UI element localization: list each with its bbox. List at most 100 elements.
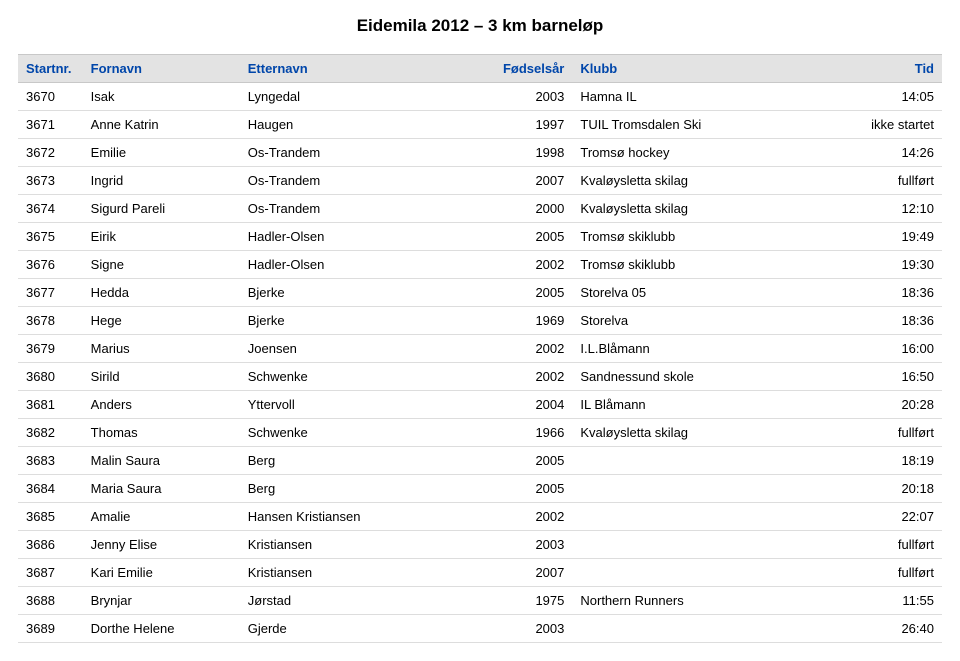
cell-fornavn: Kari Emilie [83,559,240,587]
cell-tid: 16:00 [822,335,942,363]
table-row: 3680SirildSchwenke2002Sandnessund skole1… [18,363,942,391]
cell-fornavn: Amalie [83,503,240,531]
cell-etternavn: Os-Trandem [240,167,462,195]
table-row: 3671Anne KatrinHaugen1997TUIL Tromsdalen… [18,111,942,139]
cell-fornavn: Jenny Elise [83,531,240,559]
cell-fodselsar: 2005 [462,223,573,251]
cell-startnr: 3673 [18,167,83,195]
cell-klubb: Kvaløysletta skilag [572,419,821,447]
cell-fornavn: Hedda [83,279,240,307]
cell-klubb: Hamna IL [572,83,821,111]
cell-fornavn: Eirik [83,223,240,251]
cell-fornavn: Dorthe Helene [83,615,240,643]
cell-startnr: 3684 [18,475,83,503]
cell-etternavn: Haugen [240,111,462,139]
cell-klubb: Northern Runners [572,587,821,615]
cell-fornavn: Thomas [83,419,240,447]
cell-tid: 19:30 [822,251,942,279]
cell-fornavn: Maria Saura [83,475,240,503]
cell-tid: 11:55 [822,587,942,615]
cell-fodselsar: 2007 [462,167,573,195]
cell-tid: 14:05 [822,83,942,111]
cell-klubb: Storelva 05 [572,279,821,307]
cell-fodselsar: 2002 [462,335,573,363]
cell-klubb [572,559,821,587]
cell-fodselsar: 2003 [462,615,573,643]
cell-klubb: Sandnessund skole [572,363,821,391]
cell-fodselsar: 1975 [462,587,573,615]
col-etternavn: Etternavn [240,55,462,83]
cell-etternavn: Yttervoll [240,391,462,419]
cell-fodselsar: 2005 [462,279,573,307]
cell-tid: 20:28 [822,391,942,419]
cell-fornavn: Sirild [83,363,240,391]
cell-startnr: 3674 [18,195,83,223]
cell-klubb [572,447,821,475]
cell-fodselsar: 1998 [462,139,573,167]
cell-startnr: 3687 [18,559,83,587]
cell-startnr: 3677 [18,279,83,307]
col-tid: Tid [822,55,942,83]
cell-etternavn: Bjerke [240,279,462,307]
cell-startnr: 3681 [18,391,83,419]
table-row: 3674Sigurd PareliOs-Trandem2000Kvaløysle… [18,195,942,223]
cell-startnr: 3688 [18,587,83,615]
cell-etternavn: Schwenke [240,363,462,391]
table-row: 3672EmilieOs-Trandem1998Tromsø hockey14:… [18,139,942,167]
cell-fornavn: Sigurd Pareli [83,195,240,223]
cell-klubb [572,475,821,503]
cell-fodselsar: 1969 [462,307,573,335]
cell-tid: 18:19 [822,447,942,475]
col-fodselsar: Fødselsår [462,55,573,83]
table-row: 3679MariusJoensen2002I.L.Blåmann16:00 [18,335,942,363]
cell-fodselsar: 2003 [462,531,573,559]
cell-etternavn: Berg [240,475,462,503]
cell-fodselsar: 2005 [462,475,573,503]
col-startnr: Startnr. [18,55,83,83]
cell-etternavn: Hadler-Olsen [240,251,462,279]
table-body: 3670IsakLyngedal2003Hamna IL14:053671Ann… [18,83,942,643]
cell-startnr: 3685 [18,503,83,531]
cell-startnr: 3670 [18,83,83,111]
cell-klubb: Tromsø skiklubb [572,251,821,279]
cell-klubb: I.L.Blåmann [572,335,821,363]
cell-startnr: 3679 [18,335,83,363]
cell-etternavn: Hadler-Olsen [240,223,462,251]
table-row: 3683Malin SauraBerg200518:19 [18,447,942,475]
cell-klubb: IL Blåmann [572,391,821,419]
results-table: Startnr. Fornavn Etternavn Fødselsår Klu… [18,54,942,643]
cell-klubb [572,531,821,559]
table-row: 3676SigneHadler-Olsen2002Tromsø skiklubb… [18,251,942,279]
table-header-row: Startnr. Fornavn Etternavn Fødselsår Klu… [18,55,942,83]
cell-fodselsar: 1966 [462,419,573,447]
cell-tid: 26:40 [822,615,942,643]
cell-startnr: 3689 [18,615,83,643]
cell-etternavn: Hansen Kristiansen [240,503,462,531]
table-row: 3686Jenny EliseKristiansen2003fullført [18,531,942,559]
cell-fodselsar: 1997 [462,111,573,139]
cell-etternavn: Lyngedal [240,83,462,111]
table-row: 3687Kari EmilieKristiansen2007fullført [18,559,942,587]
table-row: 3685AmalieHansen Kristiansen200222:07 [18,503,942,531]
cell-tid: 16:50 [822,363,942,391]
table-row: 3681AndersYttervoll2004IL Blåmann20:28 [18,391,942,419]
cell-klubb: Tromsø hockey [572,139,821,167]
table-row: 3675EirikHadler-Olsen2005Tromsø skiklubb… [18,223,942,251]
table-row: 3682ThomasSchwenke1966Kvaløysletta skila… [18,419,942,447]
cell-fodselsar: 2007 [462,559,573,587]
table-row: 3670IsakLyngedal2003Hamna IL14:05 [18,83,942,111]
cell-fornavn: Signe [83,251,240,279]
cell-fornavn: Malin Saura [83,447,240,475]
cell-fodselsar: 2002 [462,363,573,391]
cell-tid: 19:49 [822,223,942,251]
cell-fodselsar: 2002 [462,503,573,531]
cell-tid: fullført [822,419,942,447]
cell-startnr: 3686 [18,531,83,559]
cell-etternavn: Kristiansen [240,531,462,559]
cell-fodselsar: 2000 [462,195,573,223]
cell-startnr: 3672 [18,139,83,167]
cell-etternavn: Kristiansen [240,559,462,587]
col-fornavn: Fornavn [83,55,240,83]
table-row: 3688BrynjarJørstad1975Northern Runners11… [18,587,942,615]
cell-tid: 18:36 [822,307,942,335]
